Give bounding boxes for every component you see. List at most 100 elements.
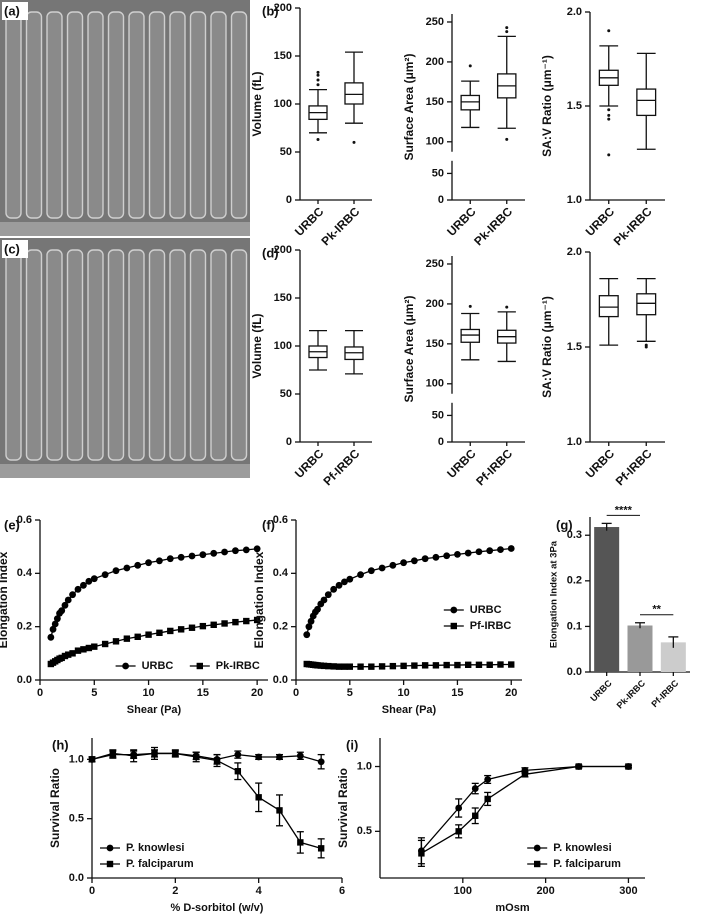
y-tick-label: 0.6	[273, 514, 288, 526]
data-point	[314, 605, 321, 613]
x-tick-label: 0	[37, 687, 43, 699]
y-tick-label: 50	[280, 388, 292, 400]
y-tick-label: 50	[432, 167, 444, 179]
y-tick-label: 0.5	[69, 813, 84, 825]
y-tick-label: 0.6	[17, 514, 32, 526]
outlier	[316, 138, 320, 142]
data-point	[199, 622, 207, 630]
y-tick-label: 2.0	[567, 6, 582, 18]
data-point	[296, 752, 304, 760]
data-point	[357, 571, 364, 579]
y-tick-label: 1.0	[357, 760, 372, 772]
outlier	[468, 304, 472, 308]
data-point	[432, 662, 440, 669]
data-point	[112, 638, 120, 645]
outlier	[505, 137, 509, 141]
data-point	[192, 753, 200, 761]
channel	[87, 249, 104, 461]
panel-label: (c)	[4, 241, 20, 256]
data-point	[177, 553, 185, 561]
data-point	[411, 662, 418, 669]
data-point	[508, 661, 515, 668]
data-point	[156, 629, 163, 636]
channel	[25, 11, 43, 219]
data-point	[472, 812, 479, 819]
y-axis-label: SA:V Ratio (μm⁻¹)	[540, 55, 554, 157]
legend-marker	[106, 860, 114, 868]
x-tick-label: Pk-IRBC	[319, 204, 363, 248]
data-point	[410, 557, 418, 565]
x-tick-label: 300	[619, 885, 637, 897]
data-point	[357, 663, 364, 670]
legend-label: P. falciparum	[126, 858, 194, 870]
x-axis-label: mOsm	[495, 902, 529, 914]
data-point	[346, 575, 354, 583]
data-point	[330, 663, 337, 670]
outlier	[352, 140, 356, 144]
data-point	[134, 633, 141, 640]
data-point	[167, 627, 174, 635]
y-tick-label: 0.2	[17, 621, 32, 633]
x-tick-label: 5	[347, 687, 353, 699]
data-point	[49, 625, 57, 633]
data-point	[335, 663, 343, 670]
y-axis-label: Elongation Index at 3Pa	[549, 540, 560, 648]
data-point	[346, 663, 354, 670]
data-point	[432, 553, 440, 561]
data-point	[74, 647, 82, 654]
data-point	[330, 585, 338, 593]
data-point	[69, 591, 76, 599]
data-point	[464, 661, 472, 668]
data-point	[320, 596, 328, 604]
data-point	[255, 753, 263, 761]
box	[636, 293, 657, 316]
y-tick-label: 0.4	[17, 567, 33, 579]
x-tick-label: 6	[339, 885, 345, 897]
data-point	[484, 795, 491, 803]
data-point	[367, 567, 375, 575]
data-point	[253, 616, 261, 624]
data-point	[80, 581, 87, 589]
data-point	[276, 753, 283, 761]
x-tick-label: URBC	[292, 446, 327, 481]
legend-label: Pf-IRBC	[470, 620, 512, 632]
x-tick-label: URBC	[292, 204, 327, 239]
data-point	[497, 661, 504, 668]
x-tick-label: Pf-IRBC	[649, 678, 680, 709]
data-point	[317, 758, 325, 766]
data-point	[58, 607, 66, 615]
data-point	[325, 662, 332, 670]
y-axis-label: Volume (fL)	[250, 71, 264, 136]
data-point	[389, 561, 397, 569]
legend-label: URBC	[142, 660, 174, 672]
series-line	[420, 765, 629, 852]
data-point	[221, 620, 228, 627]
data-point	[303, 631, 311, 639]
data-point	[123, 564, 131, 572]
legend-label: Pk-IRBC	[216, 660, 260, 672]
legend-marker	[533, 844, 541, 852]
y-tick-label: 1.5	[567, 100, 582, 112]
data-point	[61, 652, 69, 660]
channel	[128, 11, 145, 219]
legend-label: P. falciparum	[553, 858, 621, 870]
legend-label: P. knowlesi	[553, 842, 612, 854]
y-tick-label: 0.0	[273, 674, 288, 686]
data-point	[484, 776, 492, 783]
x-axis-label: Shear (Pa)	[127, 704, 182, 716]
y-axis-label: Volume (fL)	[250, 313, 264, 378]
data-point	[172, 750, 179, 757]
y-tick-label: 200	[274, 2, 292, 14]
y-axis-label: Survival Ratio	[336, 768, 350, 848]
data-point	[378, 663, 386, 670]
data-point	[145, 559, 152, 567]
y-tick-label: 0	[438, 194, 444, 206]
channel	[189, 249, 207, 461]
series-line	[421, 765, 629, 854]
channel	[87, 11, 104, 219]
x-tick-label: Pk-IRBC	[611, 204, 655, 248]
y-tick-label: 200	[426, 298, 444, 310]
data-point	[134, 561, 142, 569]
data-point	[130, 752, 137, 759]
y-tick-label: 0.0	[567, 666, 582, 678]
